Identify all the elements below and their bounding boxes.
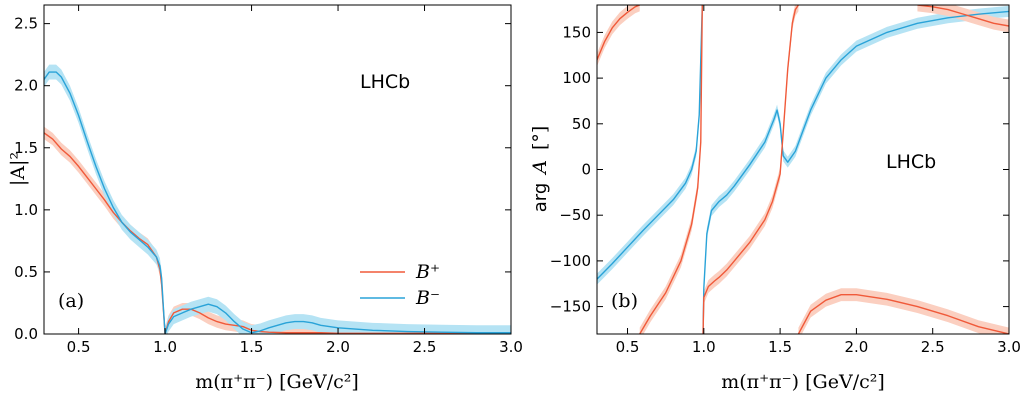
x-tick-label: 1.5: [240, 338, 264, 356]
bplus-error-band: [798, 288, 1009, 334]
y-tick-label: 1.5: [14, 139, 38, 157]
x-tick-label: 1.0: [692, 338, 716, 356]
y-tick-label: 0.5: [14, 263, 38, 281]
x-tick-label: 2.0: [326, 338, 350, 356]
bplus-series-line: [44, 132, 511, 334]
panel-b-y-axis-label: arg A [°]: [529, 126, 551, 213]
bminus-error-band: [44, 64, 511, 334]
legend-bplus-label: B⁺: [415, 261, 440, 283]
bplus-series-line: [702, 5, 800, 334]
panel-a-series-lines: [44, 71, 511, 334]
bplus-series-line: [639, 5, 703, 334]
panel-a-y-ticks: 0.0 0.5 1.0 1.5 2.0 2.5: [14, 15, 511, 343]
svg-text:arg A [°]: arg A [°]: [529, 126, 551, 213]
panel-b-x-ticks: 0.5 1.0 1.5 2.0 2.5 3.0: [616, 5, 1021, 356]
panel-b-experiment-label: LHCb: [886, 151, 936, 173]
panel-a-frame: [43, 4, 512, 335]
y-tick-label: −50: [559, 206, 591, 224]
panel-a-x-ticks: 0.5 1.0 1.5 2.0 2.5 3.0: [67, 5, 523, 356]
y-tick-label: 2.0: [14, 77, 38, 95]
panel-b-y-axis-var: A: [529, 160, 551, 176]
bminus-series-line: [597, 5, 703, 280]
bplus-series-line: [597, 5, 640, 61]
bplus-series-line: [797, 294, 1009, 334]
panel-b-x-axis-label: m(π⁺π⁻) [GeV/c²]: [721, 371, 885, 393]
panel-a-legend: B⁺ B⁻: [360, 261, 440, 309]
panel-a-x-axis-label: m(π⁺π⁻) [GeV/c²]: [195, 371, 359, 393]
y-tick-label: 1.0: [14, 201, 38, 219]
bplus-error-band: [703, 5, 799, 334]
panel-b-series-lines: [597, 5, 1009, 334]
y-tick-label: 100: [562, 69, 591, 87]
bminus-error-band: [597, 5, 703, 285]
bplus-error-band: [639, 5, 703, 334]
x-tick-label: 1.0: [153, 338, 177, 356]
y-tick-label: −100: [550, 252, 591, 270]
panel-b: 0.5 1.0 1.5 2.0 2.5 3.0 −150−100−50050100150 …: [529, 4, 1021, 393]
y-tick-label: 150: [562, 23, 591, 41]
bminus-series-line: [702, 10, 1009, 334]
panel-a-experiment-label: LHCb: [360, 71, 410, 93]
x-tick-label: 2.5: [921, 338, 945, 356]
panel-b-error-bands: [597, 5, 1009, 334]
legend-bminus-label: B⁻: [415, 287, 440, 309]
x-tick-label: 1.5: [768, 338, 792, 356]
bminus-series-line: [44, 71, 511, 334]
panel-a-error-bands: [44, 64, 511, 334]
y-tick-label: −150: [550, 298, 591, 316]
y-tick-label: 0: [581, 161, 591, 179]
panel-a-tag: (a): [58, 290, 84, 312]
y-tick-label: 50: [572, 115, 591, 133]
panel-b-y-axis-prefix: arg: [530, 183, 551, 213]
panel-b-y-ticks: −150 −100 −50 0 50 100 150: [550, 23, 1009, 316]
bplus-error-band: [44, 126, 511, 334]
x-tick-label: 0.5: [67, 338, 91, 356]
bplus-error-band: [917, 5, 1009, 33]
panel-b-y-axis-unit: [°]: [529, 126, 551, 150]
x-tick-label: 0.5: [616, 338, 640, 356]
x-tick-label: 3.0: [499, 338, 523, 356]
x-tick-label: 2.0: [844, 338, 868, 356]
x-tick-label: 2.5: [413, 338, 437, 356]
x-tick-label: 3.0: [997, 338, 1021, 356]
panel-a: 0.5 1.0 1.5 2.0 2.5 3.0 0.0 0.5 1.0 1.5 2.0 2.5 LH…: [7, 4, 523, 393]
panel-b-tag: (b): [611, 290, 638, 312]
panel-a-y-axis-label: |A|²: [7, 152, 29, 186]
bplus-error-band: [597, 5, 640, 67]
panel-b-frame: [596, 4, 1010, 335]
y-tick-label: 0.0: [14, 325, 38, 343]
y-tick-label: 2.5: [14, 15, 38, 33]
